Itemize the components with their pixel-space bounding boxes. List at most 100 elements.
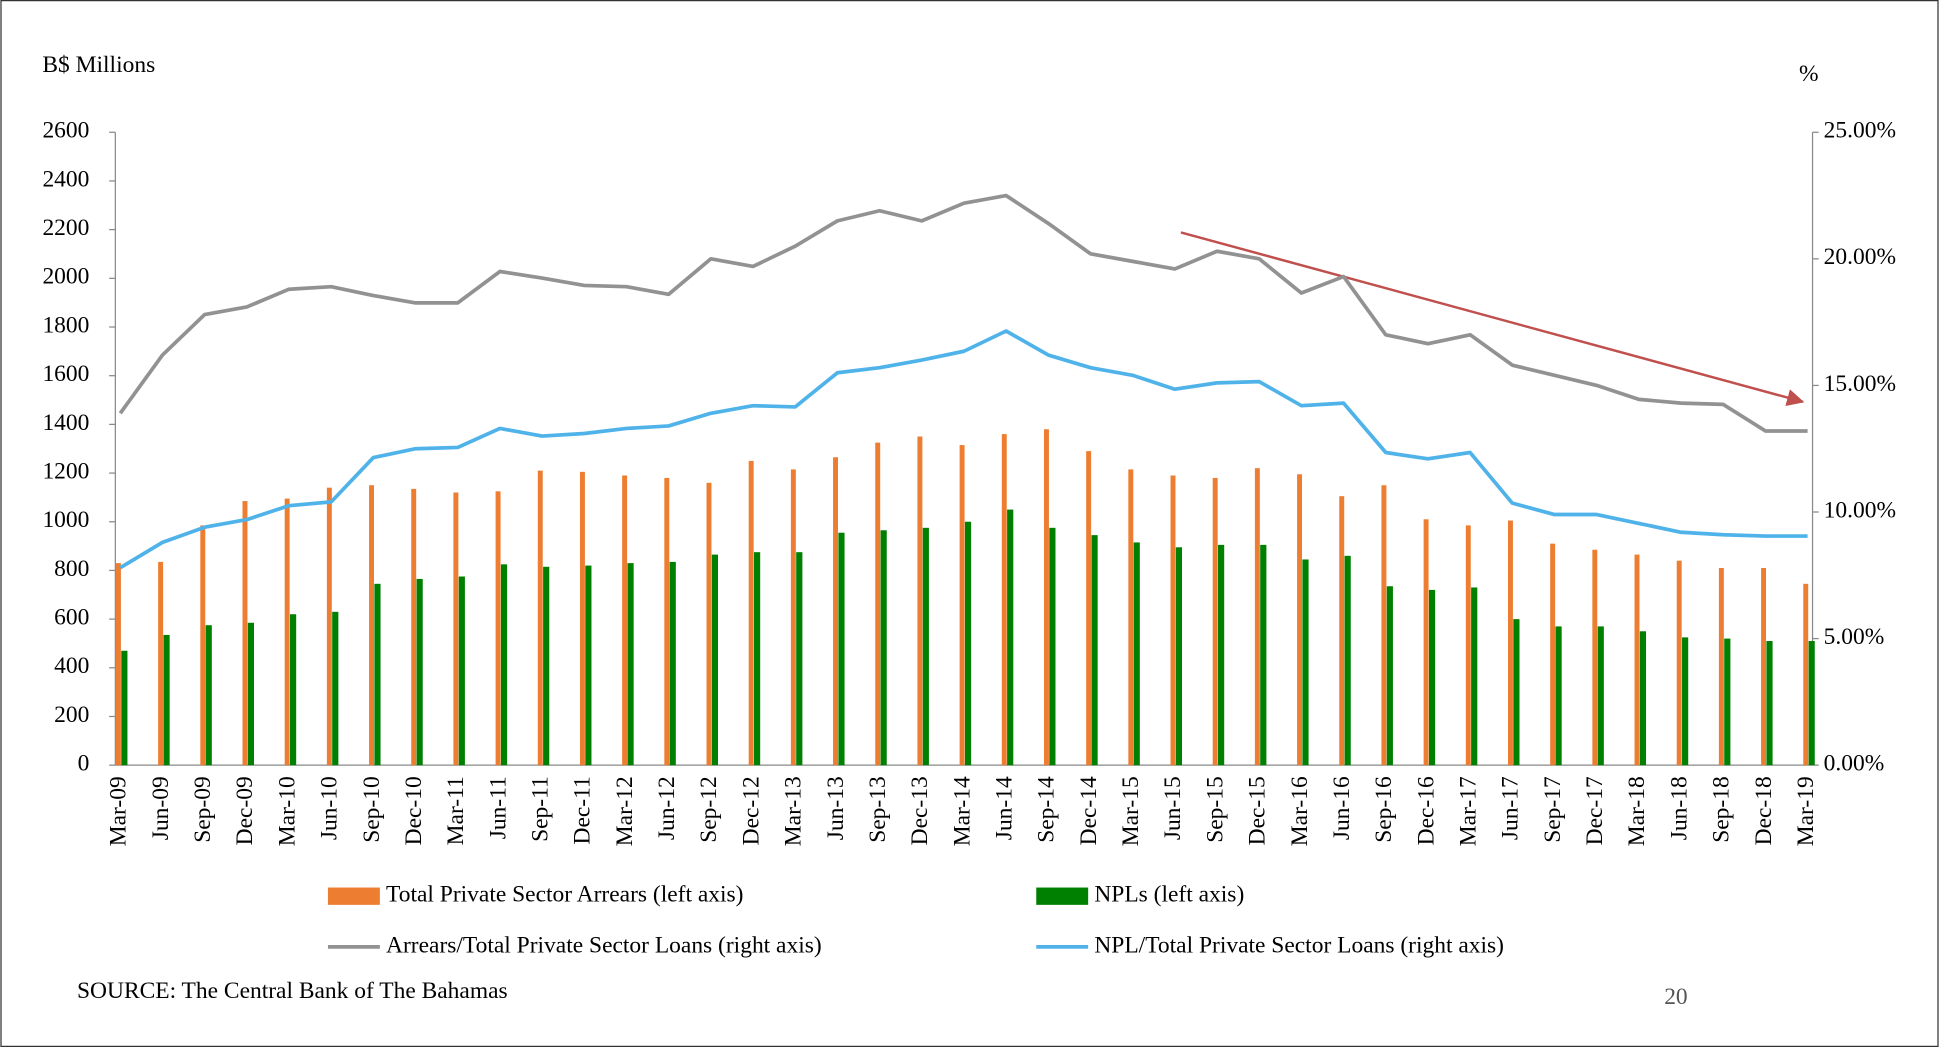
bar — [1718, 567, 1724, 766]
bar — [1761, 567, 1767, 766]
line — [119, 329, 1808, 570]
bar — [669, 561, 676, 766]
y-tick-label: 400 — [54, 653, 89, 679]
bar — [242, 501, 248, 766]
bar — [458, 576, 465, 766]
y-tick-label: 2200 — [42, 215, 89, 241]
bar — [1212, 477, 1218, 766]
bar — [1260, 544, 1267, 766]
bar — [290, 614, 297, 766]
bar — [1597, 626, 1604, 766]
bar — [1634, 554, 1640, 766]
bar — [706, 482, 712, 766]
y-tick-label: 2600 — [42, 118, 89, 144]
y-tick-label: 800 — [54, 556, 89, 582]
bar — [1091, 535, 1098, 766]
y-tick-label: 1000 — [42, 507, 89, 533]
x-tick-label: Sep-18 — [1709, 776, 1735, 842]
x-tick-label: Jun-13 — [823, 776, 849, 840]
y-tick-label: 1600 — [42, 361, 89, 387]
x-tick-label: Dec-13 — [907, 776, 933, 845]
bar — [1682, 637, 1689, 766]
bar — [754, 552, 761, 766]
bar — [1086, 451, 1092, 766]
bar — [158, 561, 164, 766]
x-tick-label: Mar-09 — [106, 776, 132, 846]
y2-axis-label: % — [1799, 61, 1819, 87]
bar — [416, 578, 423, 766]
x-tick-label: Jun-11 — [485, 776, 511, 839]
bar — [833, 457, 839, 766]
bar — [332, 611, 339, 766]
source: SOURCE: The Central Bank of The Bahamas — [77, 978, 508, 1004]
bar — [1007, 509, 1014, 766]
bar — [1043, 429, 1049, 766]
x-tick-label: Sep-16 — [1371, 776, 1397, 843]
bar — [205, 625, 212, 766]
bar — [711, 554, 719, 766]
bar — [1471, 587, 1478, 766]
bar — [1001, 434, 1007, 766]
bar — [1592, 549, 1598, 766]
y-axis-label: B$ Millions — [42, 52, 155, 78]
bar — [1428, 589, 1436, 766]
x-tick-label: Mar-10 — [274, 776, 300, 846]
y-tick-label: 1400 — [42, 410, 89, 436]
x-tick-label: Sep-09 — [190, 776, 216, 843]
bar — [284, 498, 290, 766]
page-number: 20 — [1664, 984, 1687, 1010]
y-tick-label: 2400 — [42, 166, 89, 192]
x-tick-label: Jun-10 — [317, 776, 343, 840]
bar — [922, 527, 929, 766]
y-tick-label: 0 — [78, 751, 90, 777]
legend-swatch — [1036, 887, 1089, 905]
y2-tick-label: 0.00% — [1824, 751, 1885, 777]
bar — [796, 552, 803, 766]
bar — [1297, 474, 1303, 766]
y-tick-label: 200 — [54, 702, 89, 728]
x-tick-label: Mar-14 — [949, 776, 975, 846]
bar — [880, 530, 887, 766]
bar — [495, 491, 501, 766]
x-tick-label: Dec-14 — [1076, 776, 1102, 845]
bar — [247, 622, 254, 766]
x-tick-label: Dec-16 — [1413, 776, 1439, 845]
x-tick-label: Jun-14 — [992, 776, 1018, 840]
trend-arrow — [1180, 231, 1805, 406]
bar — [1302, 559, 1309, 766]
bar — [1724, 638, 1731, 766]
x-tick-label: Sep-13 — [865, 776, 891, 843]
x-tick-label: Jun-09 — [148, 776, 174, 840]
bar — [1175, 547, 1183, 766]
bar — [369, 485, 374, 766]
y2-tick-label: 5.00% — [1824, 624, 1885, 650]
bar — [326, 487, 332, 766]
x-tick-label: Sep-17 — [1540, 776, 1566, 843]
bar — [1128, 469, 1134, 766]
bar — [163, 634, 170, 766]
bar — [1049, 527, 1056, 766]
bar — [1386, 586, 1393, 766]
x-tick-label: Sep-15 — [1202, 776, 1228, 843]
x-tick-label: Dec-15 — [1245, 776, 1271, 845]
x-tick-label: Dec-12 — [738, 776, 764, 845]
bar — [838, 532, 845, 766]
bar — [1766, 641, 1773, 766]
x-tick-label: Jun-18 — [1666, 776, 1692, 840]
bar — [374, 583, 381, 766]
legend-label: Total Private Sector Arrears (left axis) — [386, 882, 743, 908]
legend-label: Arrears/Total Private Sector Loans (righ… — [386, 932, 822, 958]
x-tick-label: Sep-12 — [696, 776, 722, 843]
bar — [537, 470, 543, 766]
bar — [664, 477, 670, 766]
x-tick-label: Mar-16 — [1287, 776, 1313, 846]
y-tick-label: 2000 — [42, 264, 89, 290]
bar — [959, 445, 965, 766]
bar — [453, 492, 459, 766]
y2-tick-label: 20.00% — [1824, 244, 1896, 270]
bar — [1513, 619, 1520, 766]
bar — [585, 565, 592, 766]
bar — [1550, 543, 1556, 766]
line — [118, 193, 1808, 433]
